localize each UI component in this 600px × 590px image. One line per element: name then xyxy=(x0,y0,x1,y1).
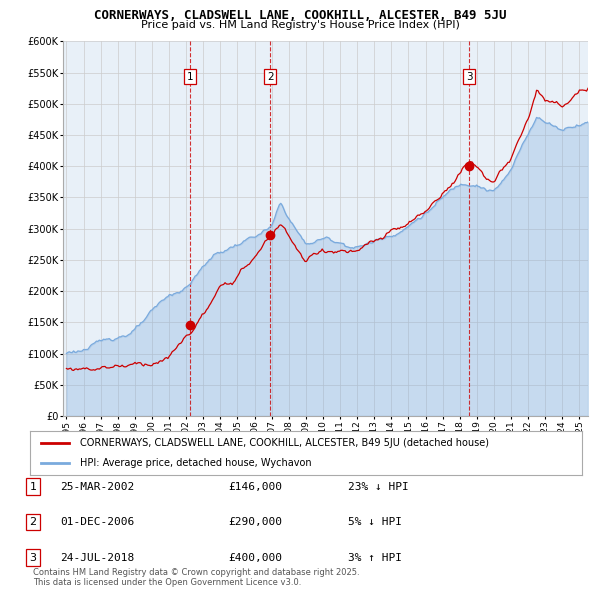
Text: £290,000: £290,000 xyxy=(228,517,282,527)
Text: £146,000: £146,000 xyxy=(228,482,282,491)
Text: 25-MAR-2002: 25-MAR-2002 xyxy=(60,482,134,491)
Text: 01-DEC-2006: 01-DEC-2006 xyxy=(60,517,134,527)
Text: 3: 3 xyxy=(29,553,37,562)
Text: Contains HM Land Registry data © Crown copyright and database right 2025.
This d: Contains HM Land Registry data © Crown c… xyxy=(33,568,359,587)
Text: £400,000: £400,000 xyxy=(228,553,282,562)
Text: 23% ↓ HPI: 23% ↓ HPI xyxy=(348,482,409,491)
Text: 2: 2 xyxy=(267,72,274,82)
Text: 1: 1 xyxy=(29,482,37,491)
Text: 3% ↑ HPI: 3% ↑ HPI xyxy=(348,553,402,562)
Text: CORNERWAYS, CLADSWELL LANE, COOKHILL, ALCESTER, B49 5JU (detached house): CORNERWAYS, CLADSWELL LANE, COOKHILL, AL… xyxy=(80,438,488,448)
Text: 3: 3 xyxy=(466,72,473,82)
Text: HPI: Average price, detached house, Wychavon: HPI: Average price, detached house, Wych… xyxy=(80,458,311,467)
Text: 1: 1 xyxy=(187,72,193,82)
Text: 5% ↓ HPI: 5% ↓ HPI xyxy=(348,517,402,527)
Text: Price paid vs. HM Land Registry's House Price Index (HPI): Price paid vs. HM Land Registry's House … xyxy=(140,20,460,30)
Text: 2: 2 xyxy=(29,517,37,527)
Text: 24-JUL-2018: 24-JUL-2018 xyxy=(60,553,134,562)
Text: CORNERWAYS, CLADSWELL LANE, COOKHILL, ALCESTER, B49 5JU: CORNERWAYS, CLADSWELL LANE, COOKHILL, AL… xyxy=(94,9,506,22)
